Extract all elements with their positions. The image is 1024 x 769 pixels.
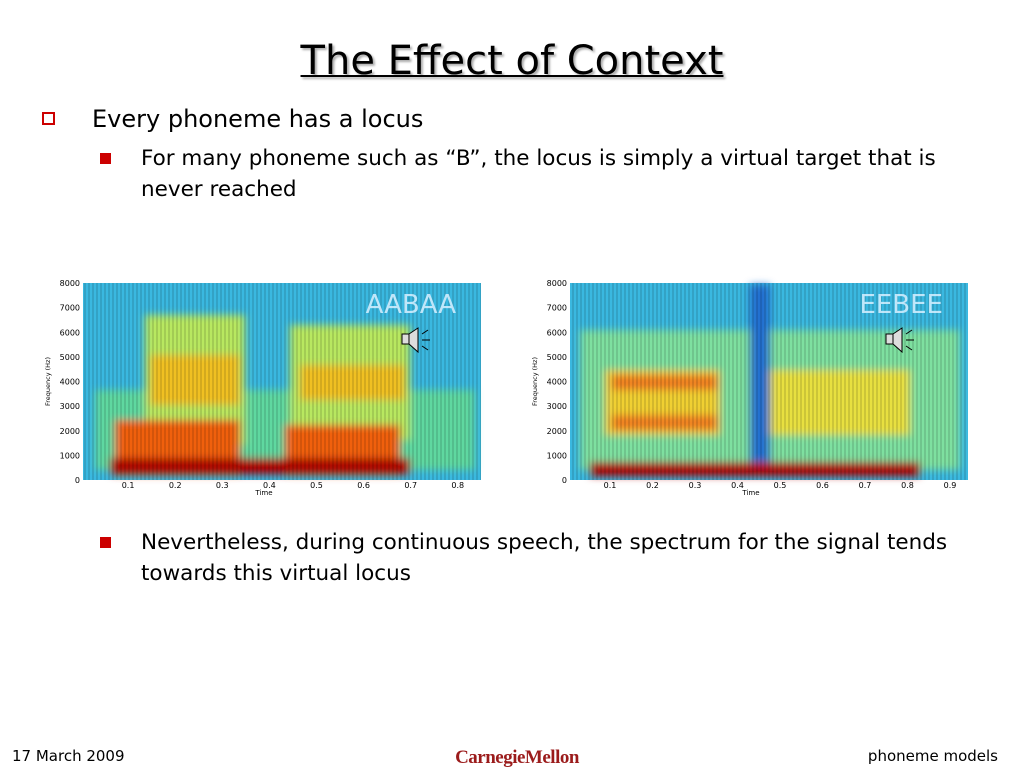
x-tick-label: 0.9 (944, 481, 957, 490)
footer-logo: CarnegieMellon (455, 747, 579, 768)
y-tick-label: 4000 (547, 378, 567, 387)
sub-bullet-icon (100, 537, 111, 548)
spectrograms: 0 1000 2000 3000 4000 5000 6000 7000 8000 0.1 0.2 0… (44, 279, 968, 497)
x-axis-label: Time (254, 489, 272, 497)
spectrogram-label: AABAA (366, 290, 457, 320)
y-tick-label: 3000 (60, 402, 80, 411)
x-tick-label: 0.8 (451, 481, 464, 490)
y-tick-label: 1000 (547, 451, 567, 460)
bullet-icon (42, 112, 55, 125)
x-tick-label: 0.4 (263, 481, 276, 490)
x-tick-label: 0.2 (169, 481, 182, 490)
y-tick-label: 2000 (60, 427, 80, 436)
y-tick-label: 8000 (547, 279, 567, 288)
x-tick-label: 0.7 (859, 481, 872, 490)
x-tick-label: 0.3 (216, 481, 229, 490)
speaker-icon (885, 327, 914, 354)
y-tick-label: 5000 (60, 353, 80, 362)
y-axis-label: Frequency (Hz) (44, 357, 52, 406)
x-tick-label: 0.2 (646, 481, 659, 490)
x-tick-label: 0.8 (901, 481, 914, 490)
y-tick-label: 2000 (547, 427, 567, 436)
footer-date: 17 March 2009 (12, 747, 125, 765)
y-tick-label: 0 (562, 476, 567, 485)
spectrogram-image (570, 283, 968, 480)
y-tick-label: 6000 (60, 328, 80, 337)
y-tick-label: 7000 (60, 304, 80, 313)
x-tick-label: 0.1 (122, 481, 135, 490)
y-tick-label: 1000 (60, 451, 80, 460)
spectrogram-label: EEBEE (859, 290, 943, 320)
x-tick-label: 0.5 (774, 481, 787, 490)
sub-bullet-icon (100, 153, 111, 164)
x-tick-label: 0.1 (604, 481, 617, 490)
x-axis-label: Time (741, 489, 759, 497)
x-tick-label: 0.3 (689, 481, 702, 490)
footer-topic: phoneme models (867, 747, 998, 765)
x-tick-label: 0.6 (816, 481, 829, 490)
slide-title: The Effect of Context (300, 38, 724, 84)
y-tick-label: 4000 (60, 378, 80, 387)
x-tick-label: 0.4 (731, 481, 744, 490)
speaker-icon (401, 327, 430, 354)
y-tick-label: 3000 (547, 402, 567, 411)
x-tick-label: 0.6 (357, 481, 370, 490)
y-tick-label: 7000 (547, 304, 567, 313)
y-tick-label: 0 (75, 476, 80, 485)
sub-bullet-text: Nevertheless, during continuous speech, … (141, 530, 948, 586)
x-tick-label: 0.7 (404, 481, 417, 490)
bullet-text: Every phoneme has a locus (92, 105, 424, 133)
y-tick-label: 8000 (60, 279, 80, 288)
sub-bullet-text: For many phoneme such as “B”, the locus … (141, 146, 936, 202)
spectrogram-image (83, 283, 481, 480)
x-tick-label: 0.5 (310, 481, 323, 490)
y-tick-label: 6000 (547, 328, 567, 337)
y-tick-label: 5000 (547, 353, 567, 362)
y-axis-label: Frequency (Hz) (531, 357, 539, 406)
